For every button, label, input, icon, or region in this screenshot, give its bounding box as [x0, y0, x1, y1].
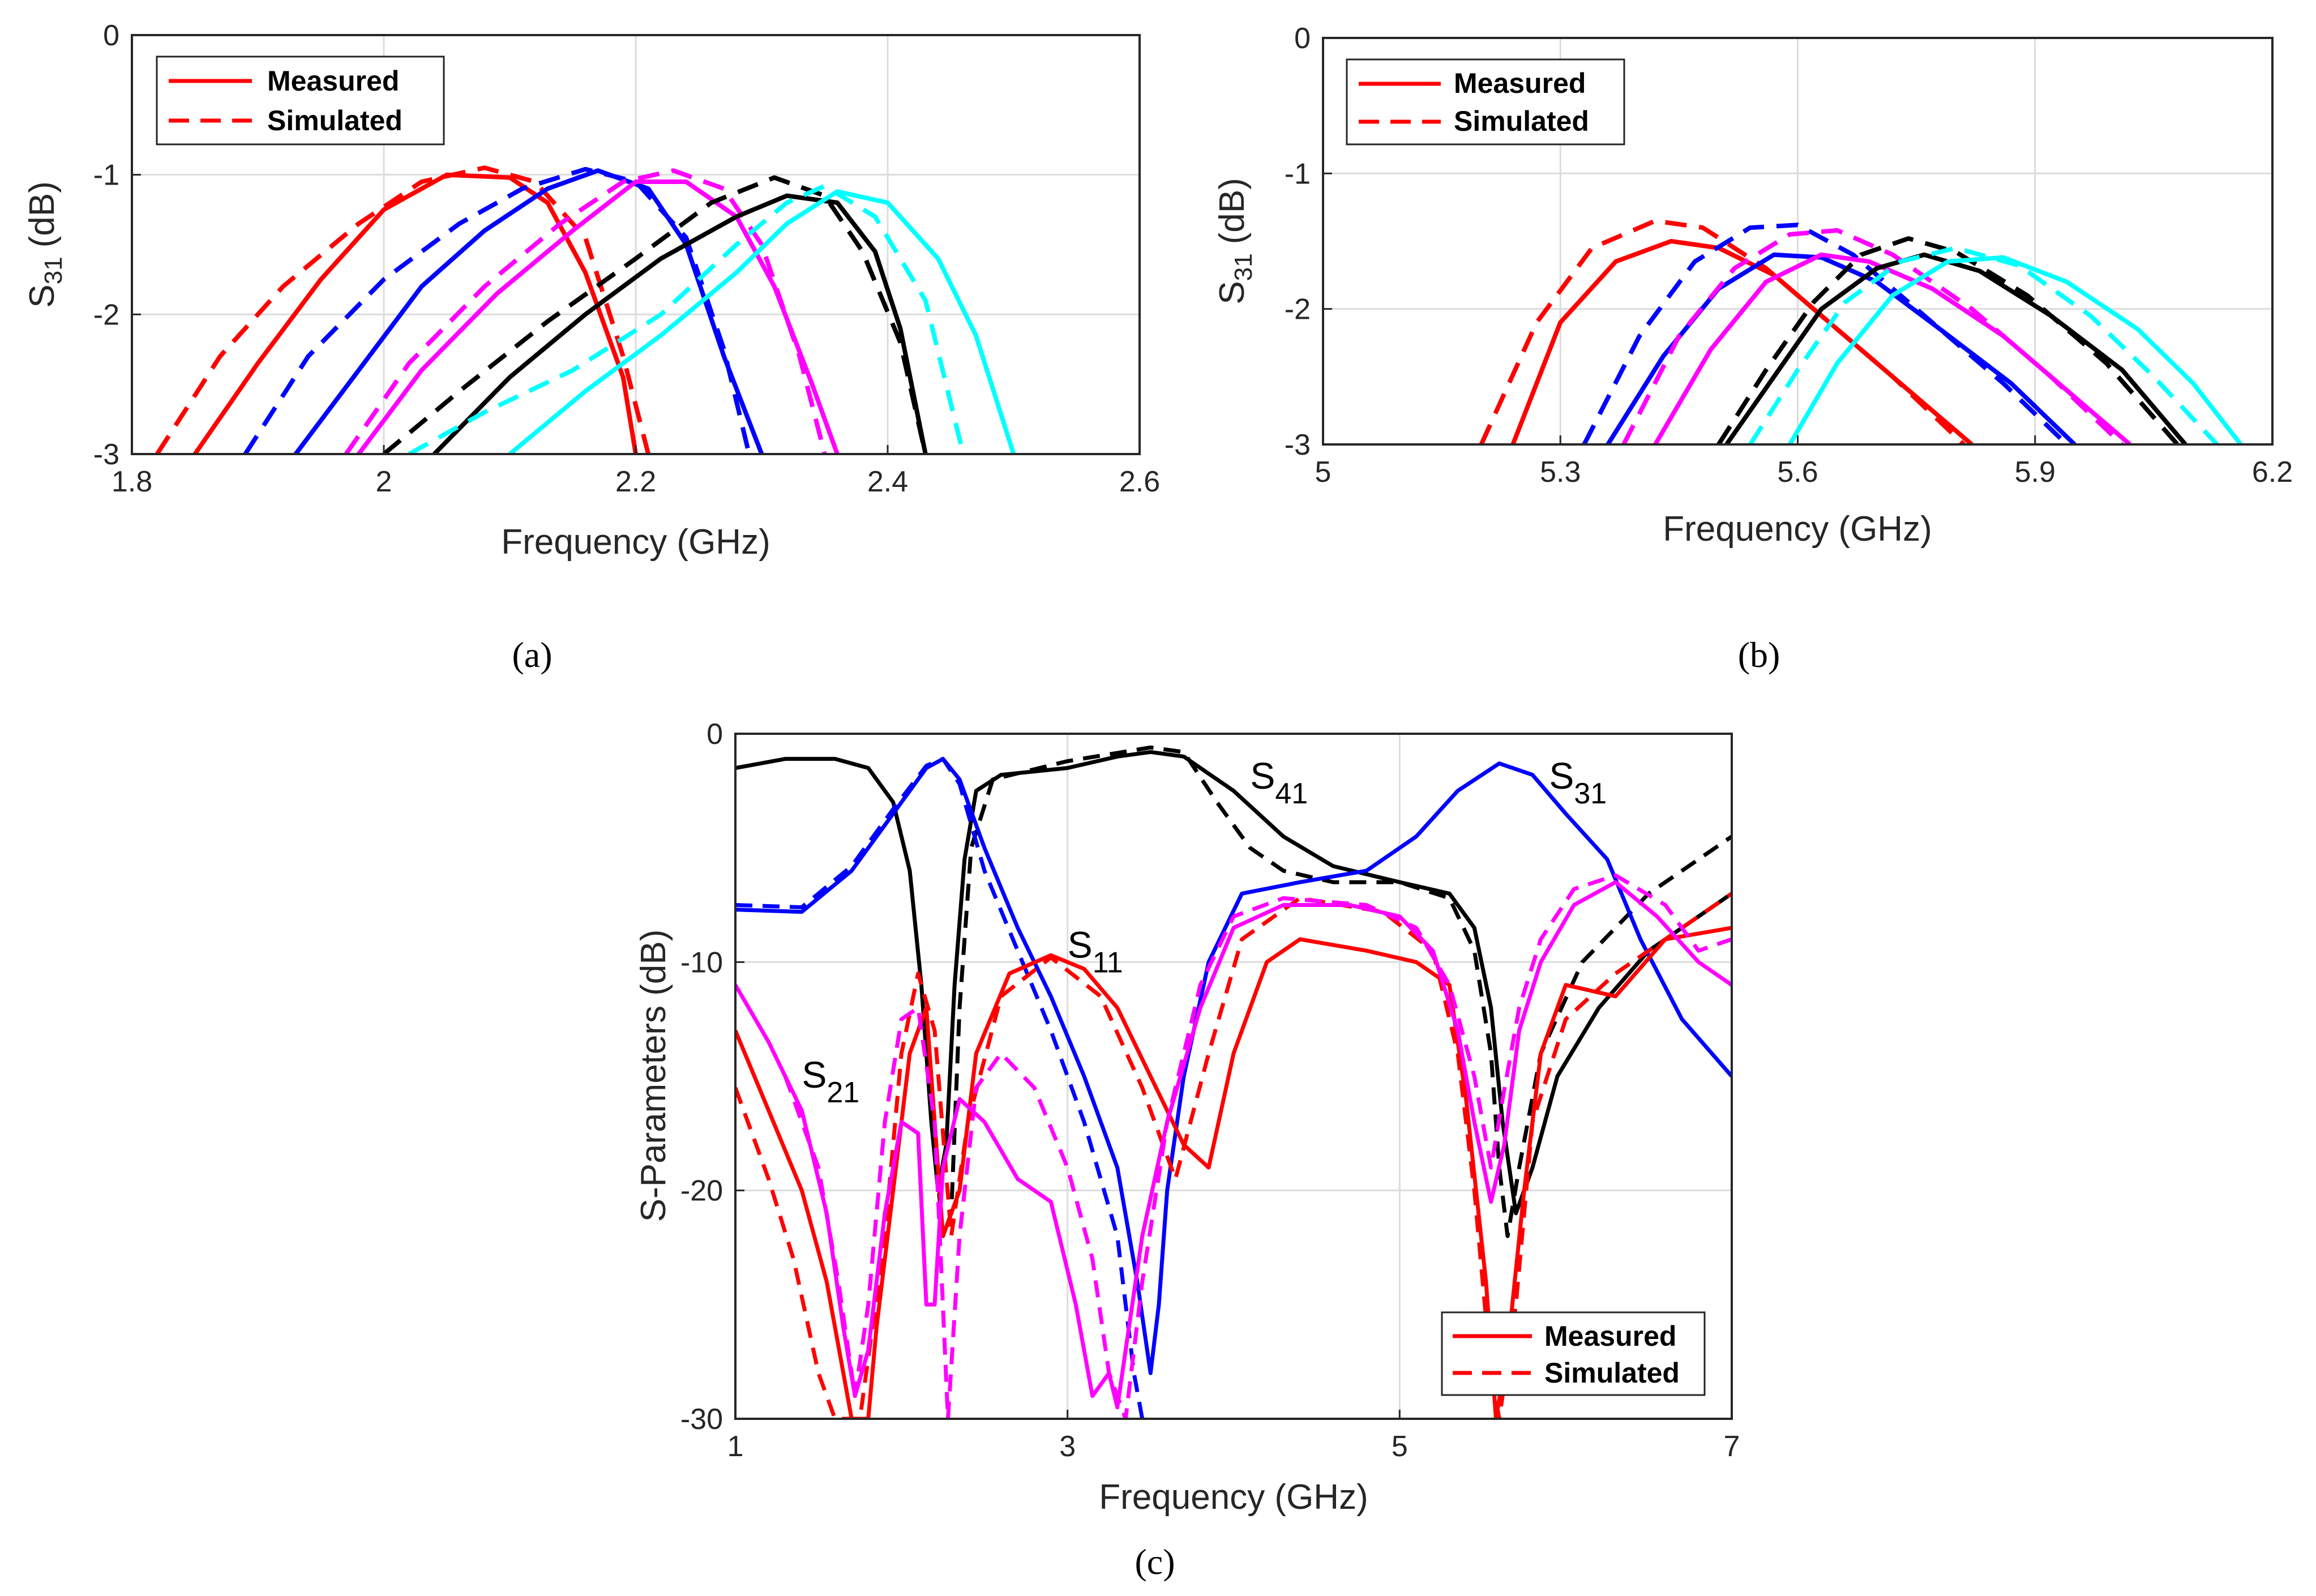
y-tick-label-b-1: -1 — [1285, 157, 1311, 190]
axes-frame-c — [734, 733, 1733, 1420]
x-tick-label-b-1: 5.3 — [1540, 456, 1581, 489]
y-tick-label-a-2: -2 — [93, 298, 119, 331]
series-a-black-simulated — [382, 175, 928, 454]
x-tick-label-b-4: 6.2 — [2252, 456, 2293, 489]
series-a-cyan-simulated — [408, 183, 966, 454]
legend-simulated-label-b: Simulated — [1454, 105, 1589, 137]
series-c-S21-measured — [735, 880, 1732, 1410]
annotation-main-1: S — [1549, 755, 1574, 797]
caption-c: (c) — [1135, 1542, 1175, 1582]
legend-c: Measured Simulated — [1441, 1311, 1706, 1396]
y-tick-label-c-3: -30 — [680, 1403, 723, 1436]
y-tick-label-b-0: 0 — [1294, 22, 1311, 55]
legend-box-c — [1441, 1311, 1706, 1396]
x-tick-label-b-0: 5 — [1315, 456, 1332, 489]
series-a-blue-simulated — [243, 166, 752, 454]
x-tick-label-c-3: 7 — [1724, 1430, 1740, 1463]
annotation-main-0: S — [1250, 755, 1275, 797]
y-label-main-b: S — [1213, 281, 1252, 304]
series-b-cyan-measured — [1788, 255, 2243, 444]
x-axis-label-a: Frequency (GHz) — [501, 523, 770, 562]
annotation-s31: S31 — [1549, 755, 1607, 810]
series-a-magenta-simulated — [344, 168, 827, 454]
y-tick-label-a-1: -1 — [93, 159, 119, 192]
x-tick-label-a-4: 2.6 — [1119, 465, 1160, 498]
y-tick-label-c-0: 0 — [707, 718, 723, 751]
series-b-blue-simulated — [1582, 223, 2069, 444]
x-axis-label-c: Frequency (GHz) — [1099, 1478, 1368, 1517]
legend-simulated-label-a: Simulated — [267, 105, 403, 136]
annotation-sub-0: 41 — [1275, 777, 1308, 810]
y-tick-label-b-2: -2 — [1285, 293, 1311, 326]
y-tick-label-b-3: -3 — [1285, 429, 1311, 461]
legend-measured-label-c: Measured — [1544, 1320, 1676, 1352]
ticks-c: 1 3 5 7 0 -10 -20 -30 — [680, 718, 1740, 1463]
x-tick-label-b-2: 5.6 — [1777, 456, 1818, 489]
series-c-S31-simulated — [735, 756, 1145, 1419]
caption-b: (b) — [1738, 635, 1780, 675]
annotation-s41: S41 — [1250, 755, 1308, 810]
y-tick-label-c-2: -20 — [680, 1175, 723, 1208]
series-b-cyan-simulated — [1748, 246, 2219, 444]
y-label-sub-b: 31 — [1230, 253, 1257, 281]
ticks-a: 1.8 2 2.2 2.4 2.6 0 -1 -2 -3 — [93, 19, 1160, 498]
y-axis-label-b: S31 (dB) — [1213, 178, 1257, 304]
series-a-cyan-measured — [508, 189, 1016, 454]
series-b-magenta-simulated — [1621, 228, 2124, 444]
x-tick-label-a-2: 2.2 — [615, 465, 656, 498]
x-tick-label-a-1: 2 — [376, 465, 392, 498]
legend-measured-label-a: Measured — [267, 65, 399, 97]
ticks-b: 5 5.3 5.6 5.9 6.2 0 -1 -2 -3 — [1285, 22, 2293, 489]
y-label-main-a: S — [23, 284, 62, 307]
x-axis-label-b: Frequency (GHz) — [1663, 510, 1932, 549]
x-tick-label-c-2: 5 — [1392, 1430, 1408, 1463]
x-tick-label-c-0: 1 — [727, 1430, 744, 1463]
series-a-red-simulated — [155, 165, 651, 454]
series-c-S21-simulated — [783, 873, 1732, 1419]
series-b-magenta-measured — [1653, 252, 2132, 444]
y-tick-label-a-3: -3 — [93, 438, 119, 471]
legend-box-a — [156, 55, 445, 146]
legend-a: Measured Simulated — [156, 55, 445, 146]
y-tick-label-c-1: -10 — [680, 946, 723, 979]
series-c-S31-measured — [735, 756, 1732, 1375]
panel-b: 5 5.3 5.6 5.9 6.2 0 -1 -2 -3 Frequency (GHz) S31… — [1213, 22, 2293, 675]
series-a-black-measured — [433, 193, 928, 454]
series-b-blue-measured — [1606, 252, 2077, 444]
legend-box-b — [1346, 58, 1625, 146]
annotation-s21: S21 — [802, 1054, 859, 1109]
x-tick-label-b-3: 5.9 — [2015, 456, 2056, 489]
plot-area-a — [132, 35, 1140, 454]
y-tick-label-a-0: 0 — [103, 19, 119, 52]
x-tick-label-c-1: 3 — [1059, 1430, 1076, 1463]
panel-a: 1.8 2 2.2 2.4 2.6 0 -1 -2 -3 Frequency (GHz) S31… — [23, 19, 1160, 675]
legend-measured-label-b: Measured — [1454, 67, 1586, 99]
y-label-unit-a: (dB) — [23, 181, 62, 247]
x-tick-label-a-0: 1.8 — [112, 465, 152, 498]
caption-a: (a) — [512, 635, 552, 675]
annotation-main-2: S — [1068, 923, 1093, 965]
y-axis-label-a: S31 (dB) — [23, 181, 67, 307]
series-c-S41-simulated — [924, 745, 1732, 1238]
annotation-sub-3: 21 — [827, 1076, 859, 1109]
annotation-sub-1: 31 — [1574, 777, 1607, 810]
y-label-sub-a: 31 — [40, 256, 67, 284]
annotation-s11: S11 — [1068, 923, 1123, 979]
y-label-unit-b: (dB) — [1213, 178, 1252, 244]
legend-simulated-label-c: Simulated — [1544, 1357, 1680, 1389]
annotation-sub-2: 11 — [1093, 946, 1123, 979]
series-b-black-measured — [1724, 252, 2187, 444]
x-tick-label-a-3: 2.4 — [867, 465, 908, 498]
legend-b: Measured Simulated — [1346, 58, 1625, 146]
annotation-main-3: S — [802, 1054, 827, 1096]
series-b-black-simulated — [1716, 236, 2180, 444]
y-axis-label-c: S-Parameters (dB) — [634, 930, 673, 1222]
series-a-red-measured — [193, 172, 638, 454]
series-b-red-simulated — [1479, 219, 1966, 444]
